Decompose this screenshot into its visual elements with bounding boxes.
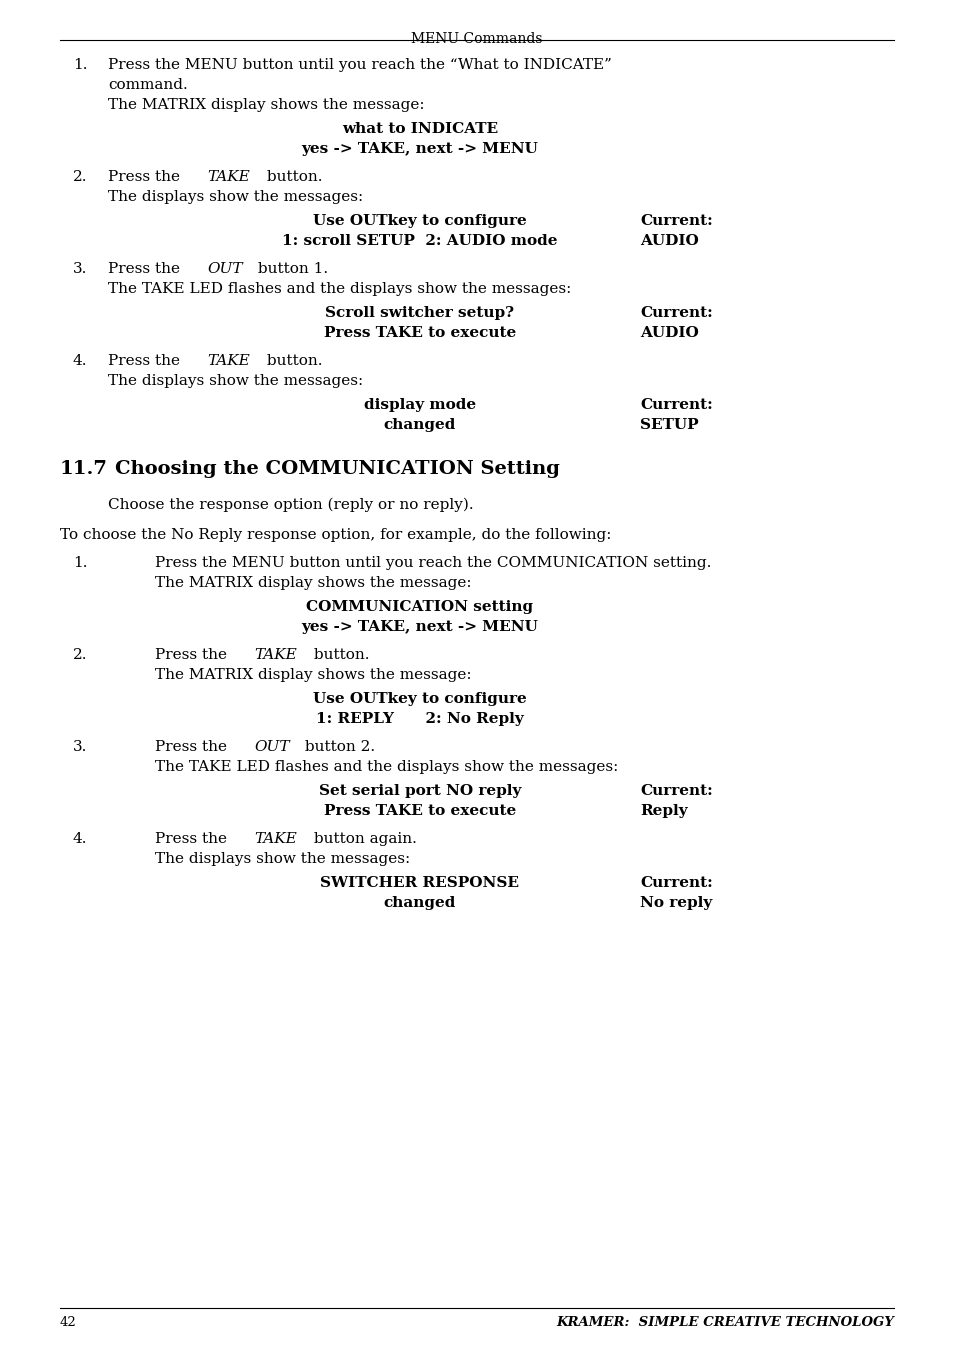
Text: MENU Commands: MENU Commands [411, 32, 542, 46]
Text: No reply: No reply [639, 896, 712, 910]
Text: Press the: Press the [154, 831, 232, 846]
Text: The displays show the messages:: The displays show the messages: [108, 190, 363, 204]
Text: Press the: Press the [108, 353, 185, 368]
Text: Press the MENU button until you reach the “What to INDICATE”: Press the MENU button until you reach th… [108, 58, 611, 72]
Text: The TAKE LED flashes and the displays show the messages:: The TAKE LED flashes and the displays sh… [108, 282, 571, 297]
Text: 1: REPLY      2: No Reply: 1: REPLY 2: No Reply [315, 712, 523, 726]
Text: KRAMER:  SIMPLE CREATIVE TECHNOLOGY: KRAMER: SIMPLE CREATIVE TECHNOLOGY [556, 1316, 893, 1330]
Text: button 2.: button 2. [299, 741, 375, 754]
Text: 1.: 1. [73, 58, 88, 72]
Text: Press the: Press the [154, 741, 232, 754]
Text: The MATRIX display shows the message:: The MATRIX display shows the message: [154, 575, 471, 590]
Text: Press TAKE to execute: Press TAKE to execute [323, 804, 516, 818]
Text: Press the MENU button until you reach the COMMUNICATION setting.: Press the MENU button until you reach th… [154, 556, 711, 570]
Text: changed: changed [383, 896, 456, 910]
Text: 42: 42 [60, 1316, 76, 1330]
Text: button again.: button again. [309, 831, 416, 846]
Text: Choosing the COMMUNICATION Setting: Choosing the COMMUNICATION Setting [115, 460, 559, 478]
Text: button.: button. [262, 171, 322, 184]
Text: OUT: OUT [207, 263, 242, 276]
Text: 3.: 3. [73, 263, 88, 276]
Text: The TAKE LED flashes and the displays show the messages:: The TAKE LED flashes and the displays sh… [154, 760, 618, 774]
Text: 4.: 4. [73, 831, 88, 846]
Text: what to INDICATE: what to INDICATE [341, 122, 497, 135]
Text: yes -> TAKE, next -> MENU: yes -> TAKE, next -> MENU [301, 620, 537, 634]
Text: TAKE: TAKE [207, 353, 250, 368]
Text: 11.7: 11.7 [60, 460, 108, 478]
Text: Press the: Press the [154, 649, 232, 662]
Text: button.: button. [262, 353, 322, 368]
Text: Use OUTkey to configure: Use OUTkey to configure [313, 692, 526, 705]
Text: TAKE: TAKE [207, 171, 250, 184]
Text: button.: button. [309, 649, 370, 662]
Text: Use OUTkey to configure: Use OUTkey to configure [313, 214, 526, 227]
Text: Press the: Press the [108, 263, 185, 276]
Text: changed: changed [383, 418, 456, 432]
Text: Choose the response option (reply or no reply).: Choose the response option (reply or no … [108, 498, 473, 512]
Text: Current:: Current: [639, 214, 712, 227]
Text: The MATRIX display shows the message:: The MATRIX display shows the message: [154, 668, 471, 682]
Text: Press TAKE to execute: Press TAKE to execute [323, 326, 516, 340]
Text: Set serial port NO reply: Set serial port NO reply [318, 784, 520, 798]
Text: The displays show the messages:: The displays show the messages: [154, 852, 410, 867]
Text: COMMUNICATION setting: COMMUNICATION setting [306, 600, 533, 613]
Text: OUT: OUT [253, 741, 290, 754]
Text: Current:: Current: [639, 306, 712, 320]
Text: The MATRIX display shows the message:: The MATRIX display shows the message: [108, 97, 424, 112]
Text: AUDIO: AUDIO [639, 234, 698, 248]
Text: 3.: 3. [73, 741, 88, 754]
Text: To choose the No Reply response option, for example, do the following:: To choose the No Reply response option, … [60, 528, 611, 542]
Text: The displays show the messages:: The displays show the messages: [108, 374, 363, 389]
Text: 1: scroll SETUP  2: AUDIO mode: 1: scroll SETUP 2: AUDIO mode [282, 234, 558, 248]
Text: yes -> TAKE, next -> MENU: yes -> TAKE, next -> MENU [301, 142, 537, 156]
Text: 4.: 4. [73, 353, 88, 368]
Text: 2.: 2. [73, 171, 88, 184]
Text: AUDIO: AUDIO [639, 326, 698, 340]
Text: command.: command. [108, 79, 188, 92]
Text: 1.: 1. [73, 556, 88, 570]
Text: Current:: Current: [639, 876, 712, 890]
Text: Current:: Current: [639, 784, 712, 798]
Text: SWITCHER RESPONSE: SWITCHER RESPONSE [320, 876, 519, 890]
Text: SETUP: SETUP [639, 418, 698, 432]
Text: TAKE: TAKE [253, 831, 296, 846]
Text: Reply: Reply [639, 804, 687, 818]
Text: TAKE: TAKE [253, 649, 296, 662]
Text: button 1.: button 1. [253, 263, 328, 276]
Text: Scroll switcher setup?: Scroll switcher setup? [325, 306, 514, 320]
Text: Press the: Press the [108, 171, 185, 184]
Text: display mode: display mode [363, 398, 476, 412]
Text: Current:: Current: [639, 398, 712, 412]
Text: 2.: 2. [73, 649, 88, 662]
